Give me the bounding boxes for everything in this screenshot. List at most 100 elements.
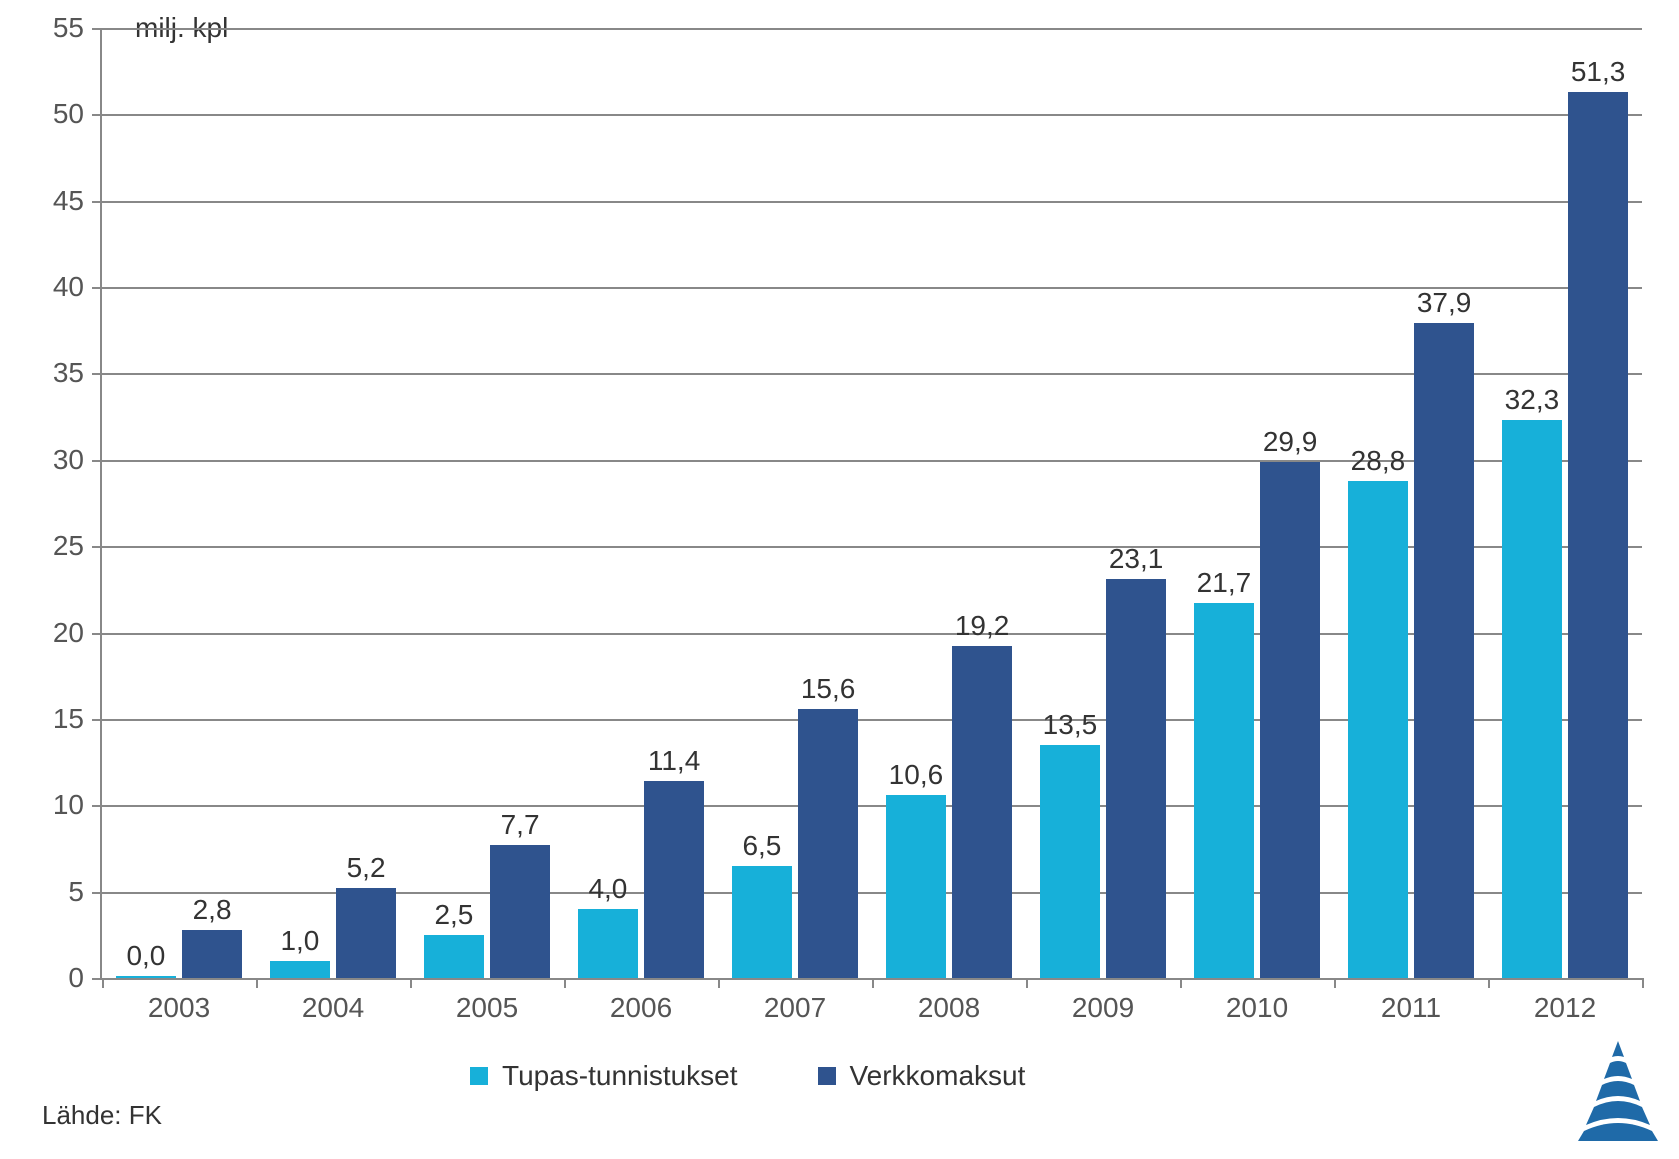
x-tick-mark bbox=[1642, 978, 1644, 988]
legend-swatch bbox=[470, 1067, 488, 1085]
bar-value-label: 2,5 bbox=[434, 899, 473, 931]
y-tick-mark bbox=[92, 805, 102, 807]
y-tick-mark bbox=[92, 978, 102, 980]
y-tick-mark bbox=[92, 201, 102, 203]
y-tick-mark bbox=[92, 373, 102, 375]
bar-value-label: 11,4 bbox=[648, 745, 700, 777]
bar-value-label: 21,7 bbox=[1197, 567, 1252, 599]
y-tick-mark bbox=[92, 719, 102, 721]
y-tick-mark bbox=[92, 28, 102, 30]
x-tick-mark bbox=[1488, 978, 1490, 988]
bar-value-label: 28,8 bbox=[1351, 445, 1406, 477]
x-tick-label: 2007 bbox=[764, 992, 826, 1024]
x-tick-label: 2005 bbox=[456, 992, 518, 1024]
y-tick-label: 35 bbox=[53, 357, 84, 389]
y-tick-mark bbox=[92, 287, 102, 289]
x-tick-mark bbox=[718, 978, 720, 988]
y-tick-label: 45 bbox=[53, 185, 84, 217]
gridline bbox=[102, 201, 1642, 203]
y-tick-label: 40 bbox=[53, 271, 84, 303]
gridline bbox=[102, 805, 1642, 807]
bar-value-label: 32,3 bbox=[1505, 384, 1560, 416]
bar-value-label: 2,8 bbox=[193, 894, 232, 926]
brand-logo-icon bbox=[1577, 1041, 1659, 1141]
x-tick-mark bbox=[256, 978, 258, 988]
bar: 6,5 bbox=[732, 866, 792, 978]
x-tick-label: 2008 bbox=[918, 992, 980, 1024]
bar: 32,3 bbox=[1502, 420, 1562, 978]
gridline bbox=[102, 633, 1642, 635]
bar: 0,0 bbox=[116, 976, 176, 978]
y-tick-label: 25 bbox=[53, 530, 84, 562]
gridline bbox=[102, 28, 1642, 30]
y-tick-label: 10 bbox=[53, 789, 84, 821]
x-tick-mark bbox=[410, 978, 412, 988]
bar: 11,4 bbox=[644, 781, 704, 978]
x-tick-label: 2009 bbox=[1072, 992, 1134, 1024]
y-tick-label: 0 bbox=[68, 962, 84, 994]
bar: 51,3 bbox=[1568, 92, 1628, 978]
bar: 5,2 bbox=[336, 888, 396, 978]
bar: 37,9 bbox=[1414, 323, 1474, 978]
x-tick-mark bbox=[564, 978, 566, 988]
y-tick-mark bbox=[92, 114, 102, 116]
gridline bbox=[102, 892, 1642, 894]
bar: 2,8 bbox=[182, 930, 242, 978]
bar-value-label: 29,9 bbox=[1263, 426, 1318, 458]
x-tick-label: 2003 bbox=[148, 992, 210, 1024]
legend-item: Tupas-tunnistukset bbox=[470, 1060, 738, 1092]
bar-value-label: 5,2 bbox=[347, 852, 386, 884]
bar-value-label: 4,0 bbox=[588, 873, 627, 905]
bar: 7,7 bbox=[490, 845, 550, 978]
gridline bbox=[102, 287, 1642, 289]
legend-label: Tupas-tunnistukset bbox=[502, 1060, 738, 1092]
bar: 1,0 bbox=[270, 961, 330, 978]
y-tick-label: 50 bbox=[53, 98, 84, 130]
bar: 19,2 bbox=[952, 646, 1012, 978]
gridline bbox=[102, 719, 1642, 721]
bar: 15,6 bbox=[798, 709, 858, 978]
y-tick-label: 15 bbox=[53, 703, 84, 735]
bar: 2,5 bbox=[424, 935, 484, 978]
bar-value-label: 37,9 bbox=[1417, 287, 1472, 319]
x-tick-mark bbox=[1180, 978, 1182, 988]
y-tick-label: 5 bbox=[68, 876, 84, 908]
y-tick-mark bbox=[92, 546, 102, 548]
bar-value-label: 7,7 bbox=[501, 809, 540, 841]
x-tick-label: 2010 bbox=[1226, 992, 1288, 1024]
legend-item: Verkkomaksut bbox=[818, 1060, 1026, 1092]
y-tick-mark bbox=[92, 633, 102, 635]
legend: Tupas-tunnistukset Verkkomaksut bbox=[470, 1060, 1025, 1092]
x-tick-label: 2012 bbox=[1534, 992, 1596, 1024]
gridline bbox=[102, 460, 1642, 462]
bar: 21,7 bbox=[1194, 603, 1254, 978]
bar: 4,0 bbox=[578, 909, 638, 978]
chart: milj. kpl 051015202530354045505520030,02… bbox=[0, 0, 1679, 1159]
bar: 28,8 bbox=[1348, 481, 1408, 978]
plot-area: 051015202530354045505520030,02,820041,05… bbox=[100, 28, 1642, 980]
bar-value-label: 51,3 bbox=[1571, 56, 1626, 88]
bar-value-label: 15,6 bbox=[801, 673, 856, 705]
y-tick-mark bbox=[92, 892, 102, 894]
gridline bbox=[102, 546, 1642, 548]
x-tick-mark bbox=[872, 978, 874, 988]
y-tick-label: 55 bbox=[53, 12, 84, 44]
legend-swatch bbox=[818, 1067, 836, 1085]
bar: 10,6 bbox=[886, 795, 946, 978]
legend-label: Verkkomaksut bbox=[850, 1060, 1026, 1092]
bar-value-label: 6,5 bbox=[742, 830, 781, 862]
x-tick-mark bbox=[102, 978, 104, 988]
bar-value-label: 19,2 bbox=[955, 610, 1010, 642]
source-text: Lähde: FK bbox=[42, 1100, 162, 1131]
gridline bbox=[102, 114, 1642, 116]
bar-value-label: 0,0 bbox=[126, 940, 165, 972]
x-tick-label: 2006 bbox=[610, 992, 672, 1024]
bar: 13,5 bbox=[1040, 745, 1100, 978]
y-tick-label: 30 bbox=[53, 444, 84, 476]
bar-value-label: 1,0 bbox=[280, 925, 319, 957]
bar-value-label: 10,6 bbox=[889, 759, 944, 791]
y-tick-mark bbox=[92, 460, 102, 462]
bar: 23,1 bbox=[1106, 579, 1166, 978]
bar: 29,9 bbox=[1260, 462, 1320, 978]
bar-value-label: 23,1 bbox=[1109, 543, 1164, 575]
